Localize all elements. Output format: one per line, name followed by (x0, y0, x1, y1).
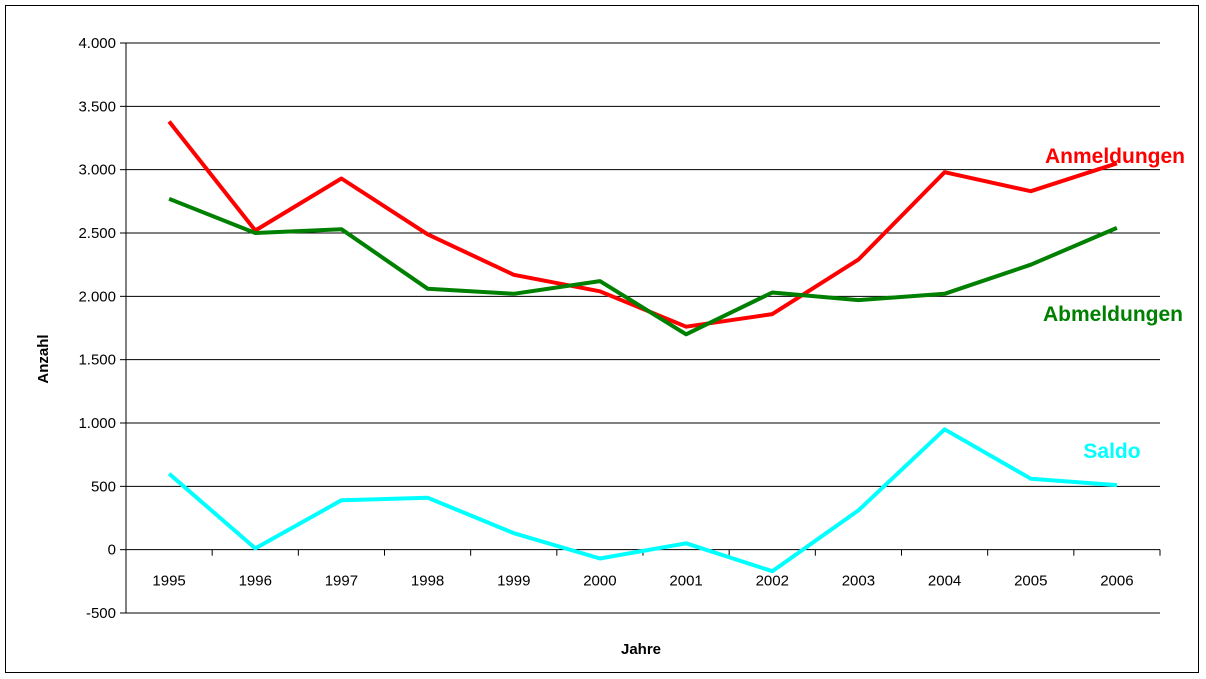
x-tick-label: 1995 (152, 573, 185, 590)
x-tick-label: 1996 (239, 573, 272, 590)
x-tick-label: 1998 (411, 573, 444, 590)
x-tick-labels: 1995 1996 1997 1998 1999 2000 2001 2002 2003 2004… (152, 573, 1133, 590)
y-axis-title: Anzahl (35, 334, 52, 383)
y-tick-label: 4.000 (78, 35, 116, 52)
series-lines (167, 120, 1118, 574)
x-tick-label: 2002 (756, 573, 789, 590)
x-tick-label: 2004 (928, 573, 961, 590)
y-tick-label: 2.500 (78, 225, 116, 242)
series-line-saldo (167, 427, 1118, 574)
x-tick-label: 2005 (1014, 573, 1047, 590)
series-label-anmeldungen: Anmeldungen (1045, 145, 1185, 168)
y-tick-label: 1.000 (78, 415, 116, 432)
y-tick-label: 0 (108, 542, 116, 559)
x-tick-label: 1999 (497, 573, 530, 590)
y-tick-label: -500 (86, 605, 116, 622)
x-tick-label: 2006 (1100, 573, 1133, 590)
y-tick-labels: -500 0 500 1.000 1.500 2.000 2.500 3.000 3.500 4.… (78, 35, 116, 622)
series-labels: Anmeldungen Abmeldungen Saldo (1043, 145, 1185, 463)
x-tick-label: 1997 (325, 573, 358, 590)
y-tick-label: 2.000 (78, 288, 116, 305)
series-label-abmeldungen: Abmeldungen (1043, 303, 1183, 326)
y-tick-label: 3.500 (78, 98, 116, 115)
x-tick-label: 2003 (842, 573, 875, 590)
chart-frame (5, 5, 1199, 673)
y-tick-label: 1.500 (78, 352, 116, 369)
axes (120, 42, 1161, 614)
gridlines (126, 42, 1160, 614)
x-tick-label: 2001 (669, 573, 702, 590)
y-tick-label: 500 (91, 478, 116, 495)
y-tick-label: 3.000 (78, 162, 116, 179)
x-tick-label: 2000 (583, 573, 616, 590)
x-axis-title: Jahre (621, 641, 661, 658)
series-line-abmeldungen (168, 196, 1118, 337)
series-label-saldo: Saldo (1083, 440, 1140, 463)
